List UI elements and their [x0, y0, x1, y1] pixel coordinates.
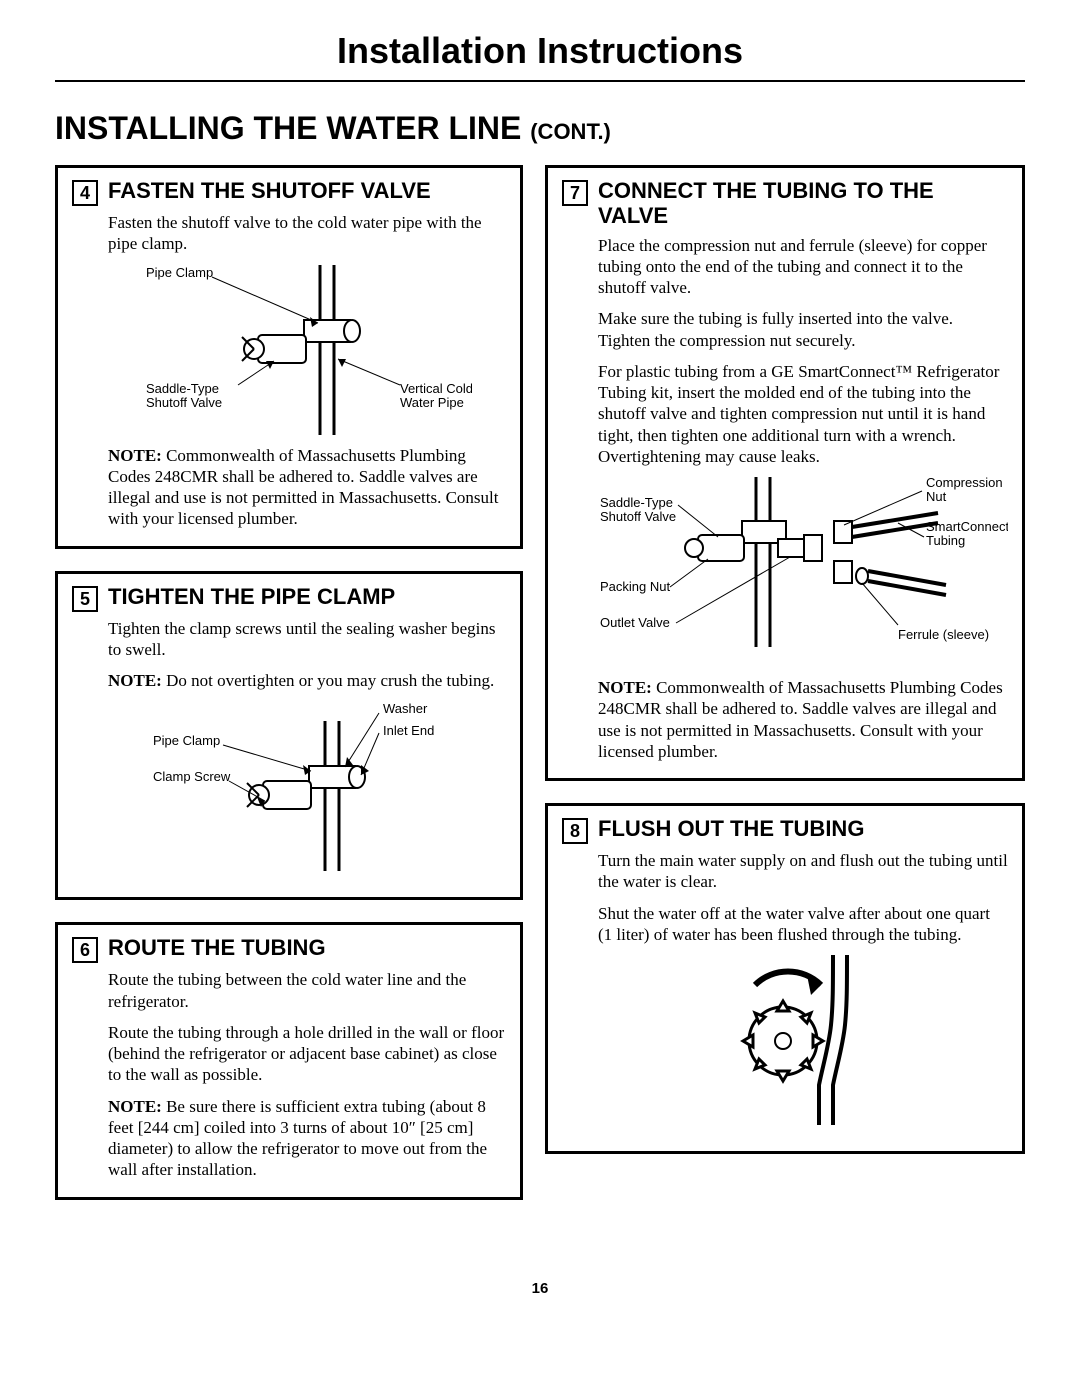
label-saddle-valve-l1: Saddle-Type: [146, 381, 219, 396]
note-lead: NOTE:: [598, 678, 652, 697]
horizontal-rule: [55, 80, 1025, 82]
svg-text:SmartConnect™Tubing: SmartConnect™Tubing: [926, 519, 1008, 548]
svg-text:Saddle-TypeShutoff Valve: Saddle-TypeShutoff Valve: [600, 495, 676, 524]
step-note: NOTE: Commonwealth of Massachusetts Plum…: [598, 677, 1008, 762]
step-number: 4: [72, 180, 98, 206]
step-number: 8: [562, 818, 588, 844]
label-smart-tubing-l2: Tubing: [926, 533, 965, 548]
step-note: NOTE: Commonwealth of Massachusetts Plum…: [108, 445, 506, 530]
label-saddle-valve-l1: Saddle-Type: [600, 495, 673, 510]
section-main: INSTALLING THE WATER LINE: [55, 110, 521, 146]
step-5: 5 TIGHTEN THE PIPE CLAMP Tighten the cla…: [55, 571, 523, 901]
note-text: Commonwealth of Massachusetts Plumbing C…: [598, 678, 1003, 761]
step-title: ROUTE THE TUBING: [108, 935, 326, 960]
step-title: CONNECT THE TUBING TO THE VALVE: [598, 178, 1008, 229]
step-text: Turn the main water supply on and flush …: [598, 850, 1008, 893]
shutoff-valve-diagram: Pipe Clamp Saddle-TypeShutoff Valve Vert…: [142, 265, 472, 435]
step-6: 6 ROUTE THE TUBING Route the tubing betw…: [55, 922, 523, 1199]
label-pipe-clamp: Pipe Clamp: [153, 733, 220, 748]
note-lead: NOTE:: [108, 671, 162, 690]
label-vertical-pipe-l1: Vertical Cold: [400, 381, 472, 396]
step-text: Fasten the shutoff valve to the cold wat…: [108, 212, 506, 255]
page-title: Installation Instructions: [55, 30, 1025, 72]
left-column: 4 FASTEN THE SHUTOFF VALVE Fasten the sh…: [55, 165, 523, 1200]
label-washer: Washer: [383, 701, 428, 716]
label-outlet-valve: Outlet Valve: [600, 615, 670, 630]
step-title: FASTEN THE SHUTOFF VALVE: [108, 178, 431, 203]
step-7: 7 CONNECT THE TUBING TO THE VALVE Place …: [545, 165, 1025, 781]
step-note: NOTE: Do not overtighten or you may crus…: [108, 670, 506, 691]
columns: 4 FASTEN THE SHUTOFF VALVE Fasten the sh…: [55, 165, 1025, 1200]
step-number: 7: [562, 180, 588, 206]
note-text: Commonwealth of Massachusetts Plumbing C…: [108, 446, 498, 529]
label-vertical-pipe-l2: Water Pipe: [400, 395, 464, 410]
section-title: INSTALLING THE WATER LINE (CONT.): [55, 110, 1025, 147]
section-cont: (CONT.): [530, 119, 611, 144]
label-saddle-valve-l2: Shutoff Valve: [600, 509, 676, 524]
right-column: 7 CONNECT THE TUBING TO THE VALVE Place …: [545, 165, 1025, 1200]
label-compression-nut-l2: Nut: [926, 489, 947, 504]
pipe-clamp-diagram: Pipe Clamp Clamp Screw Washer Inlet End: [147, 701, 467, 871]
step-note: NOTE: Be sure there is sufficient extra …: [108, 1096, 506, 1181]
step-8: 8 FLUSH OUT THE TUBING Turn the main wat…: [545, 803, 1025, 1154]
step-text: Shut the water off at the water valve af…: [598, 903, 1008, 946]
step-title: TIGHTEN THE PIPE CLAMP: [108, 584, 395, 609]
label-clamp-screw: Clamp Screw: [153, 769, 231, 784]
step-text: Route the tubing between the cold water …: [108, 969, 506, 1012]
step-text: Tighten the clamp screws until the seali…: [108, 618, 506, 661]
svg-text:Saddle-TypeShutoff Valve: Saddle-TypeShutoff Valve: [146, 381, 222, 410]
note-text: Do not overtighten or you may crush the …: [166, 671, 494, 690]
step-number: 6: [72, 937, 98, 963]
note-text: Be sure there is sufficient extra tubing…: [108, 1097, 487, 1180]
step-number: 5: [72, 586, 98, 612]
label-pipe-clamp: Pipe Clamp: [146, 265, 213, 280]
page-number: 16: [55, 1280, 1025, 1297]
label-inlet-end: Inlet End: [383, 723, 434, 738]
note-lead: NOTE:: [108, 1097, 162, 1116]
step-title: FLUSH OUT THE TUBING: [598, 816, 864, 841]
flush-tubing-diagram: [703, 955, 903, 1125]
step-text: For plastic tubing from a GE SmartConnec…: [598, 361, 1008, 467]
connect-tubing-diagram: Saddle-TypeShutoff Valve Packing Nut Out…: [598, 477, 1008, 667]
svg-text:CompressionNut: CompressionNut: [926, 477, 1003, 504]
step-text: Route the tubing through a hole drilled …: [108, 1022, 506, 1086]
label-packing-nut: Packing Nut: [600, 579, 670, 594]
step-4: 4 FASTEN THE SHUTOFF VALVE Fasten the sh…: [55, 165, 523, 549]
step-text: Place the compression nut and ferrule (s…: [598, 235, 1008, 299]
step-text: Make sure the tubing is fully inserted i…: [598, 308, 1008, 351]
label-ferrule: Ferrule (sleeve): [898, 627, 989, 642]
label-smart-tubing-l1: SmartConnect™: [926, 519, 1008, 534]
svg-text:Vertical ColdWater Pipe: Vertical ColdWater Pipe: [400, 381, 472, 410]
label-saddle-valve-l2: Shutoff Valve: [146, 395, 222, 410]
note-lead: NOTE:: [108, 446, 162, 465]
